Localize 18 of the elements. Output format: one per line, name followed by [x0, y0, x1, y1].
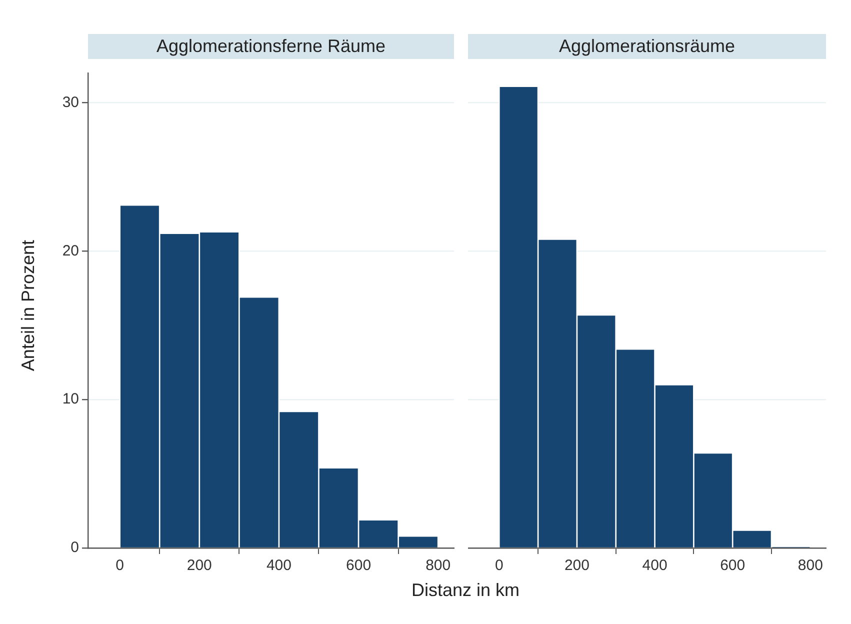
x-tick-label: 400 [266, 557, 292, 574]
y-axis-title: Anteil in Prozent [18, 240, 38, 372]
y-tick-label: 0 [70, 539, 79, 556]
x-tick-label: 0 [116, 557, 124, 574]
chart-title: Agglomerationsferne Räume [88, 34, 454, 59]
y-tick-label: 10 [62, 390, 79, 408]
y-tick-label: 30 [62, 94, 79, 111]
x-tick-label: 800 [426, 557, 451, 574]
x-tick-label: 800 [798, 557, 823, 574]
x-tick-label: 0 [494, 557, 504, 574]
x-tick-label: 400 [642, 557, 668, 574]
y-tick-label: 20 [62, 242, 79, 260]
x-axis-title: Distanz in km [410, 580, 521, 601]
x-tick-label: 200 [186, 557, 212, 574]
x-tick-label: 600 [720, 557, 746, 574]
x-tick-label: 600 [346, 557, 372, 574]
x-tick-label: 200 [564, 557, 590, 574]
chart-title: Agglomerationsräume [468, 34, 826, 59]
